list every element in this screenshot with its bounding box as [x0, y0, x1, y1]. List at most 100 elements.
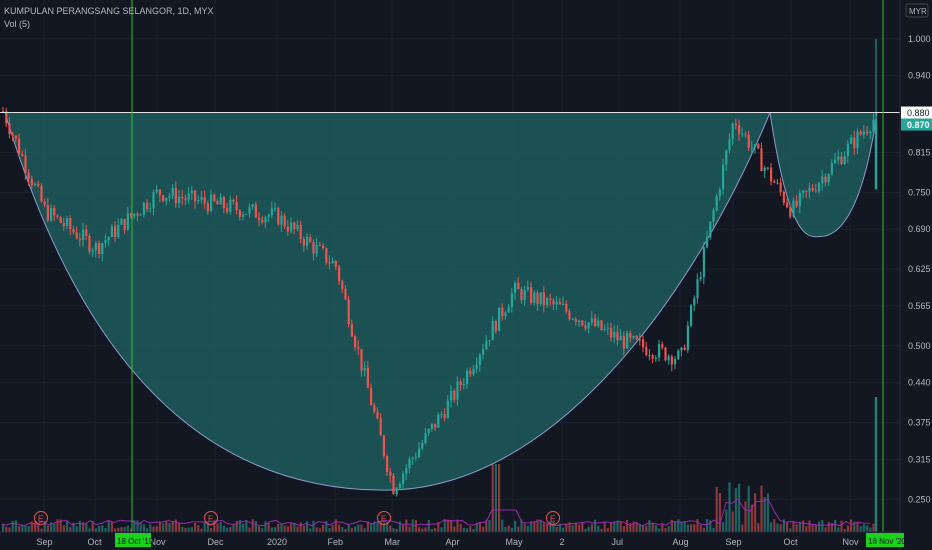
- volume-bar: [594, 519, 597, 532]
- earnings-marker-icon[interactable]: [204, 511, 218, 525]
- candle-body: [14, 135, 17, 139]
- candle-body: [680, 347, 683, 351]
- candle-body: [357, 347, 360, 349]
- volume-bar: [66, 520, 69, 532]
- candle-body: [248, 206, 251, 214]
- volume-bar: [450, 520, 453, 532]
- candle-body: [754, 144, 757, 148]
- candle-body: [331, 261, 334, 264]
- volume-bar: [354, 526, 357, 532]
- candle-body: [565, 303, 568, 312]
- volume-bar: [325, 520, 328, 532]
- volume-bar: [824, 527, 827, 532]
- volume-bar: [59, 519, 62, 532]
- candle-body: [603, 328, 606, 331]
- candle-body: [453, 390, 456, 400]
- candle-body: [142, 202, 145, 215]
- volume-bar: [699, 525, 702, 532]
- currency-badge[interactable]: [905, 3, 929, 18]
- candle-body: [747, 134, 750, 148]
- volume-bar: [741, 524, 744, 532]
- volume-bar: [818, 521, 821, 532]
- candle-body: [21, 153, 24, 156]
- volume-bar: [552, 522, 555, 532]
- volume-bar: [402, 524, 405, 532]
- candle-body: [722, 164, 725, 190]
- candle-body: [834, 159, 837, 164]
- volume-bar: [459, 524, 462, 532]
- volume-bar: [350, 527, 353, 532]
- volume-bar: [686, 524, 689, 532]
- volume-bar: [773, 519, 776, 532]
- earnings-marker-icon[interactable]: [377, 511, 391, 525]
- volume-bar: [677, 519, 680, 532]
- volume-bar: [398, 521, 401, 532]
- volume-bar: [606, 528, 609, 532]
- volume-bar: [469, 525, 472, 532]
- volume-bar: [117, 527, 120, 532]
- volume-bar: [312, 520, 315, 532]
- volume-bar: [405, 519, 408, 532]
- volume-bar: [792, 521, 795, 532]
- volume-bar: [725, 509, 728, 532]
- candle-body: [491, 321, 494, 341]
- candle-body: [347, 299, 350, 325]
- candle-body: [341, 281, 344, 289]
- earnings-marker-icon[interactable]: [546, 511, 560, 525]
- volume-bar: [318, 528, 321, 532]
- candle-body: [165, 197, 168, 202]
- volume-bar: [485, 519, 488, 532]
- volume-bar: [341, 526, 344, 532]
- volume-bar: [786, 522, 789, 532]
- volume-bar: [667, 526, 670, 532]
- candle-body: [715, 196, 718, 211]
- candle-body: [766, 167, 769, 169]
- volume-bar: [283, 525, 286, 532]
- candle-body: [539, 292, 542, 305]
- price-tick-label: 1.000: [908, 34, 931, 44]
- candle-body: [274, 208, 277, 210]
- candle-body: [59, 216, 62, 223]
- candle-body: [626, 332, 629, 349]
- volume-bar: [421, 528, 424, 532]
- volume-bar: [366, 521, 369, 532]
- candle-body: [818, 183, 821, 192]
- candle-body: [235, 201, 238, 211]
- volume-bar: [309, 528, 312, 532]
- candle-body: [840, 156, 843, 164]
- candle-body: [110, 226, 113, 237]
- candle-body: [414, 457, 417, 459]
- candle-body: [232, 199, 235, 202]
- volume-bar: [683, 521, 686, 532]
- candle-body: [238, 210, 241, 217]
- candle-body: [437, 414, 440, 428]
- volume-bar: [40, 528, 43, 532]
- candle-body: [786, 202, 789, 208]
- volume-bar: [651, 523, 654, 532]
- candle-body: [315, 244, 318, 254]
- candle-body: [123, 218, 126, 230]
- earnings-marker-icon[interactable]: [34, 511, 48, 525]
- candle-body: [741, 133, 744, 135]
- candle-body: [795, 200, 798, 207]
- candle-body: [555, 302, 558, 305]
- candle-body: [37, 183, 40, 186]
- candle-body: [360, 348, 363, 371]
- volume-bar: [869, 527, 872, 532]
- candle-body: [542, 292, 545, 306]
- volume-bar: [296, 526, 299, 532]
- volume-bar: [632, 521, 635, 532]
- volume-bar: [130, 528, 133, 532]
- candle-body: [600, 320, 603, 331]
- volume-bar: [222, 525, 225, 532]
- volume-bar: [78, 520, 81, 532]
- volume-bar: [763, 497, 766, 532]
- candle-body: [155, 189, 158, 193]
- time-tick-label: Oct: [88, 537, 103, 547]
- volume-bar: [142, 524, 145, 532]
- volume-bar: [856, 522, 859, 532]
- volume-bar: [229, 527, 232, 532]
- volume-bar: [814, 525, 817, 532]
